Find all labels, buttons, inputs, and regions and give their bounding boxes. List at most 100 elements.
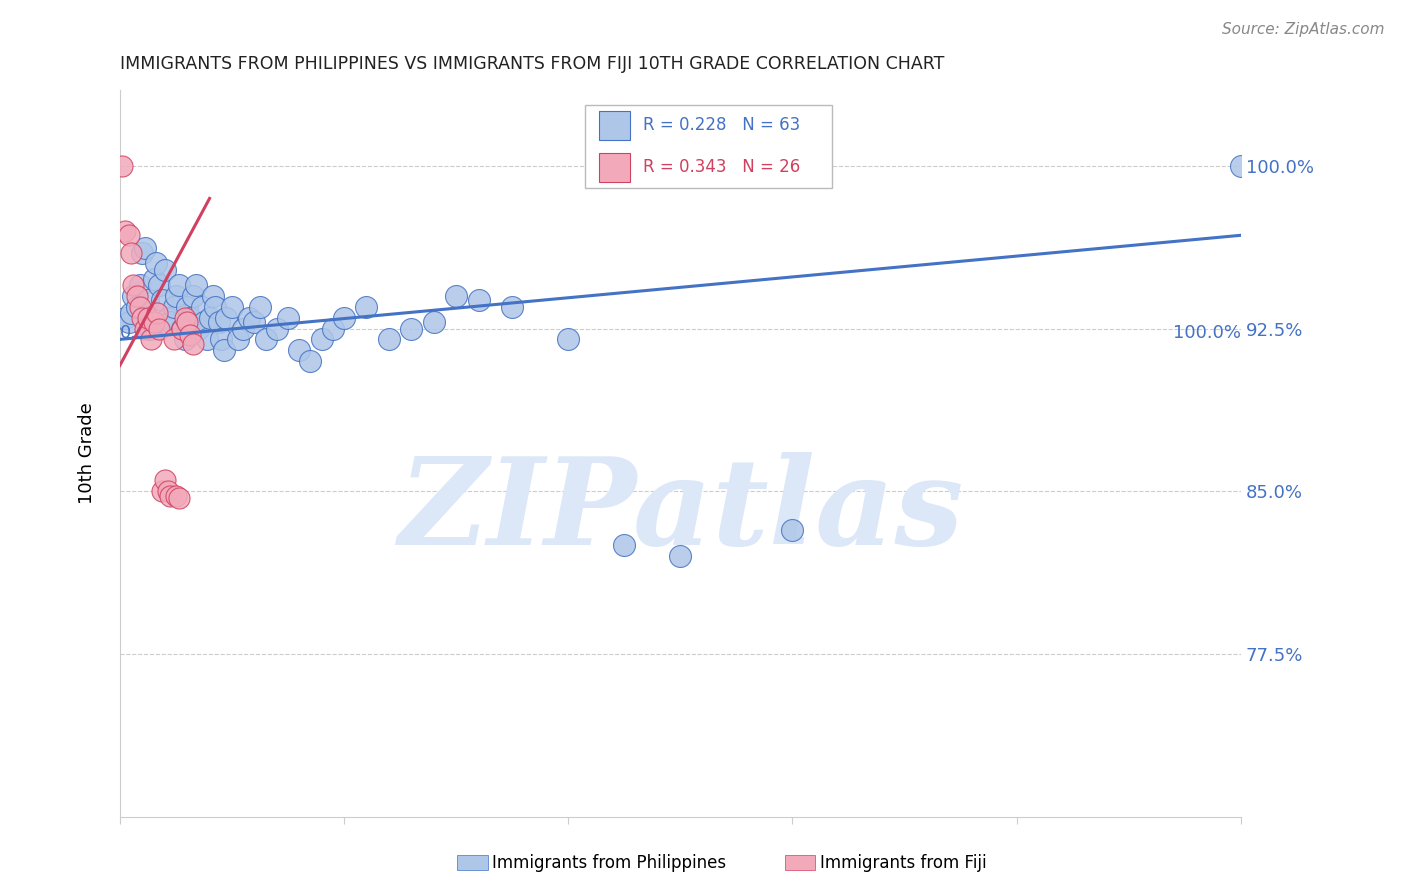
Text: Immigrants from Fiji: Immigrants from Fiji: [820, 854, 987, 871]
Text: ZIPatlas: ZIPatlas: [398, 452, 963, 571]
FancyBboxPatch shape: [599, 111, 630, 140]
FancyBboxPatch shape: [585, 104, 832, 188]
Point: [179, 310, 201, 325]
Point: [157, 484, 180, 499]
Point: [125, 289, 148, 303]
Point: [187, 321, 209, 335]
Point: [118, 228, 141, 243]
Point: [145, 256, 167, 270]
Point: [134, 241, 156, 255]
Point: [209, 332, 232, 346]
Point: [215, 310, 238, 325]
Point: [444, 289, 467, 303]
Point: [201, 289, 224, 303]
Point: [613, 538, 636, 552]
Point: [174, 332, 197, 346]
Point: [322, 321, 344, 335]
Point: [288, 343, 311, 358]
Point: [249, 300, 271, 314]
Point: [131, 310, 153, 325]
Point: [181, 336, 204, 351]
Point: [142, 315, 165, 329]
Point: [356, 300, 378, 314]
Point: [221, 300, 243, 314]
Point: [153, 263, 176, 277]
Point: [122, 289, 145, 303]
Point: [181, 289, 204, 303]
Point: [179, 328, 201, 343]
Point: [139, 321, 162, 335]
Point: [204, 300, 226, 314]
Point: [169, 278, 191, 293]
FancyBboxPatch shape: [599, 153, 630, 182]
Point: [378, 332, 401, 346]
Point: [193, 315, 215, 329]
Point: [141, 332, 163, 346]
Point: [152, 293, 174, 308]
Point: [207, 315, 229, 329]
Point: [148, 321, 170, 335]
Point: [111, 159, 134, 173]
Point: [669, 549, 692, 564]
Text: 100.0%: 100.0%: [1173, 324, 1241, 342]
Point: [176, 315, 198, 329]
Point: [232, 321, 254, 335]
Point: [266, 321, 288, 335]
Point: [422, 315, 444, 329]
Point: [131, 245, 153, 260]
Point: [129, 300, 152, 314]
Point: [122, 278, 145, 293]
Point: [501, 300, 523, 314]
Text: 0.0%: 0.0%: [120, 324, 166, 342]
Point: [134, 321, 156, 335]
Point: [148, 278, 170, 293]
Point: [333, 310, 356, 325]
Point: [198, 310, 221, 325]
Text: R = 0.228   N = 63: R = 0.228 N = 63: [644, 116, 800, 135]
Point: [176, 300, 198, 314]
Point: [170, 321, 193, 335]
Point: [157, 310, 180, 325]
Point: [277, 310, 299, 325]
Y-axis label: 10th Grade: 10th Grade: [79, 402, 96, 504]
Text: Immigrants from Philippines: Immigrants from Philippines: [492, 854, 727, 871]
Point: [226, 332, 249, 346]
Point: [299, 354, 322, 368]
Point: [120, 245, 142, 260]
Point: [165, 489, 187, 503]
Point: [163, 332, 186, 346]
Point: [165, 289, 187, 303]
Point: [153, 474, 176, 488]
Point: [136, 293, 159, 308]
Point: [243, 315, 266, 329]
Point: [254, 332, 277, 346]
Point: [311, 332, 333, 346]
Text: IMMIGRANTS FROM PHILIPPINES VS IMMIGRANTS FROM FIJI 10TH GRADE CORRELATION CHART: IMMIGRANTS FROM PHILIPPINES VS IMMIGRANT…: [120, 55, 945, 73]
Point: [401, 321, 423, 335]
Point: [169, 491, 191, 505]
Point: [159, 489, 181, 503]
Point: [195, 332, 218, 346]
Point: [184, 278, 207, 293]
Text: Source: ZipAtlas.com: Source: ZipAtlas.com: [1222, 22, 1385, 37]
Point: [467, 293, 489, 308]
Point: [163, 300, 186, 314]
Point: [238, 310, 260, 325]
Text: R = 0.343   N = 26: R = 0.343 N = 26: [644, 158, 800, 177]
Point: [159, 315, 181, 329]
Point: [120, 306, 142, 320]
Point: [129, 278, 152, 293]
Point: [190, 300, 212, 314]
Point: [174, 310, 197, 325]
Point: [170, 321, 193, 335]
Point: [557, 332, 579, 346]
Point: [125, 300, 148, 314]
Point: [146, 306, 169, 320]
Point: [212, 343, 235, 358]
Point: [114, 310, 136, 325]
Point: [1230, 159, 1253, 173]
Point: [114, 224, 136, 238]
Point: [142, 271, 165, 285]
Point: [136, 310, 159, 325]
Point: [782, 523, 804, 537]
